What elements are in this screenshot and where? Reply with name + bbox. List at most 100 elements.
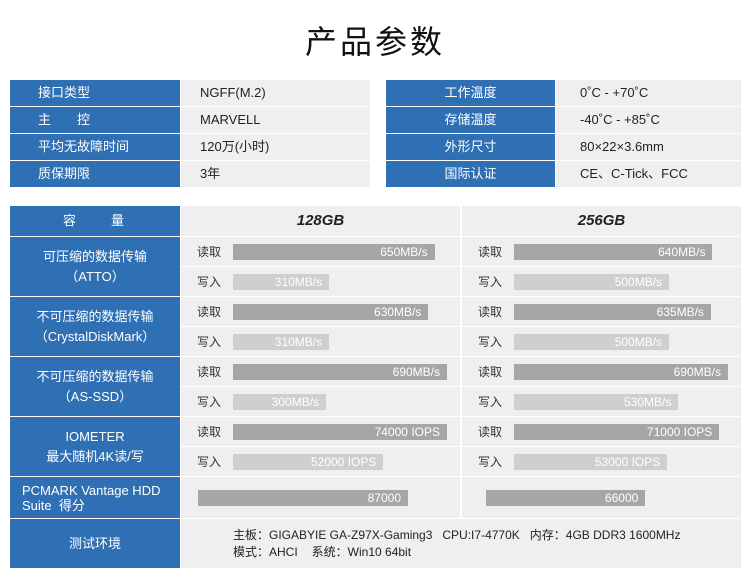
benchmark-row-pcmark: PCMARK Vantage HDD Suite 得分 87000 66000 <box>10 477 741 518</box>
spec-label: 主 控 <box>10 107 180 133</box>
benchmark-label: 不可压缩的数据传输 （AS-SSD） <box>10 357 180 416</box>
write-speed-bar: 530MB/s <box>514 393 679 410</box>
benchmark-label-line: 不可压缩的数据传输 <box>36 308 154 324</box>
read-result-row: 读取 650MB/s <box>181 237 460 266</box>
spec-label: 接口类型 <box>10 80 180 106</box>
benchmark-label-line: IOMETER <box>65 428 125 444</box>
write-result-row: 写入 500MB/s <box>462 327 741 356</box>
write-label: 写入 <box>478 335 503 349</box>
write-speed-bar: 310MB/s <box>233 333 330 350</box>
write-result-row: 写入 310MB/s <box>181 327 460 356</box>
benchmark-label: PCMARK Vantage HDD Suite 得分 <box>10 477 180 518</box>
capacity-256gb-header: 256GB <box>462 206 741 236</box>
spec-label: 存储温度 <box>386 107 555 133</box>
write-label: 写入 <box>478 455 503 469</box>
result-column-128gb: 87000 <box>181 477 460 518</box>
pcmark-score-bar: 87000 <box>198 489 408 506</box>
spec-row-warranty: 质保期限 3年 <box>10 161 370 187</box>
bar-track: 690MB/s <box>233 363 447 380</box>
read-label: 读取 <box>478 365 503 379</box>
env-line: 模式：AHCI 系统：Win10 64bit <box>233 544 741 561</box>
bar-track: 66000 <box>486 489 696 506</box>
result-column-128gb: 读取 650MB/s 写入 310MB/s <box>181 237 460 296</box>
read-result-row: 读取 690MB/s <box>181 357 460 386</box>
env-mode: 模式：AHCI <box>233 544 298 559</box>
test-environment-details: 主板：GIGABYIE GA-Z97X-Gaming3 CPU:I7-4770K 内… <box>181 519 741 568</box>
page-title: 产品参数 <box>304 24 445 60</box>
bar-track: 635MB/s <box>514 303 728 320</box>
benchmark-label-line: （AS-SSD） <box>57 388 133 404</box>
bar-track: 650MB/s <box>233 243 447 260</box>
env-motherboard: 主板：GIGABYIE GA-Z97X-Gaming3 <box>233 527 433 542</box>
benchmark-label: IOMETER 最大随机4K读/写 <box>10 417 180 476</box>
spec-row-storage-temperature: 存储温度 -40˚C - +85˚C <box>386 107 741 133</box>
spec-row-certifications: 国际认证 CE、C-Tick、FCC <box>386 161 741 187</box>
spec-value: 80×22×3.6mm <box>556 134 741 160</box>
read-speed-bar: 690MB/s <box>233 363 447 380</box>
read-result-row: 读取 630MB/s <box>181 297 460 326</box>
read-speed-bar: 640MB/s <box>514 243 713 260</box>
performance-table: 容 量 128GB 256GB 可压缩的数据传输 （ATTO） 读取 650MB… <box>10 206 741 569</box>
benchmark-label-line: （ATTO） <box>65 268 125 284</box>
spec-value: 0˚C - +70˚C <box>556 80 741 106</box>
result-column-128gb: 读取 690MB/s 写入 300MB/s <box>181 357 460 416</box>
write-label: 写入 <box>478 275 503 289</box>
spec-value: -40˚C - +85˚C <box>556 107 741 133</box>
bar-track: 300MB/s <box>233 393 447 410</box>
bar-track: 52000 IOPS <box>233 453 447 470</box>
read-result-row: 读取 74000 IOPS <box>181 417 460 446</box>
spec-value: 120万(小时) <box>181 134 370 160</box>
read-iops-bar: 74000 IOPS <box>233 423 447 440</box>
result-column-128gb: 读取 630MB/s 写入 310MB/s <box>181 297 460 356</box>
capacity-header-row: 容 量 128GB 256GB <box>10 206 741 236</box>
write-speed-bar: 310MB/s <box>233 273 330 290</box>
benchmark-label-line: PCMARK Vantage HDD <box>22 482 161 498</box>
spec-value: NGFF(M.2) <box>181 80 370 106</box>
result-column-256gb: 读取 71000 IOPS 写入 53000 IOPS <box>462 417 741 476</box>
read-label: 读取 <box>197 365 222 379</box>
write-speed-bar: 500MB/s <box>514 273 670 290</box>
spec-value: CE、C-Tick、FCC <box>556 161 741 187</box>
read-speed-bar: 690MB/s <box>514 363 728 380</box>
bar-track: 690MB/s <box>514 363 728 380</box>
benchmark-label-line: 不可压缩的数据传输 <box>36 368 154 384</box>
read-label: 读取 <box>478 305 503 319</box>
read-label: 读取 <box>478 245 503 259</box>
write-result-row: 写入 530MB/s <box>462 387 741 416</box>
write-label: 写入 <box>197 275 222 289</box>
write-result-row: 写入 300MB/s <box>181 387 460 416</box>
bar-track: 500MB/s <box>514 273 728 290</box>
write-speed-bar: 300MB/s <box>233 393 327 410</box>
benchmark-label-line: （CrystalDiskMark） <box>34 328 156 344</box>
benchmark-row-as-ssd: 不可压缩的数据传输 （AS-SSD） 读取 690MB/s 写入 300MB/s… <box>10 357 741 416</box>
spec-row-operating-temperature: 工作温度 0˚C - +70˚C <box>386 80 741 106</box>
bar-track: 310MB/s <box>233 273 447 290</box>
write-result-row: 写入 500MB/s <box>462 267 741 296</box>
benchmark-row-iometer: IOMETER 最大随机4K读/写 读取 74000 IOPS 写入 52000… <box>10 417 741 476</box>
read-label: 读取 <box>197 425 222 439</box>
result-column-256gb: 读取 635MB/s 写入 500MB/s <box>462 297 741 356</box>
spec-row-dimensions: 外形尺寸 80×22×3.6mm <box>386 134 741 160</box>
spec-label: 外形尺寸 <box>386 134 555 160</box>
spec-label: 国际认证 <box>386 161 555 187</box>
read-speed-bar: 635MB/s <box>514 303 711 320</box>
spec-table-left: 接口类型 NGFF(M.2) 主 控 MARVELL 平均无故障时间 120万(… <box>10 80 370 188</box>
spec-row-controller: 主 控 MARVELL <box>10 107 370 133</box>
read-result-row: 读取 635MB/s <box>462 297 741 326</box>
bar-track: 630MB/s <box>233 303 447 320</box>
test-environment-label: 测试环境 <box>10 519 180 568</box>
result-column-256gb: 读取 690MB/s 写入 530MB/s <box>462 357 741 416</box>
bar-track: 530MB/s <box>514 393 728 410</box>
benchmark-label: 不可压缩的数据传输 （CrystalDiskMark） <box>10 297 180 356</box>
bar-track: 640MB/s <box>514 243 728 260</box>
spec-row-interface-type: 接口类型 NGFF(M.2) <box>10 80 370 106</box>
write-label: 写入 <box>197 395 222 409</box>
env-line: 主板：GIGABYIE GA-Z97X-Gaming3 CPU:I7-4770K 内… <box>233 527 741 544</box>
pcmark-score-bar: 66000 <box>486 489 646 506</box>
write-iops-bar: 52000 IOPS <box>233 453 384 470</box>
bar-track: 310MB/s <box>233 333 447 350</box>
write-result-row: 写入 53000 IOPS <box>462 447 741 476</box>
spec-row-mtbf: 平均无故障时间 120万(小时) <box>10 134 370 160</box>
read-label: 读取 <box>197 245 222 259</box>
spec-table-right: 工作温度 0˚C - +70˚C 存储温度 -40˚C - +85˚C 外形尺寸… <box>386 80 741 188</box>
